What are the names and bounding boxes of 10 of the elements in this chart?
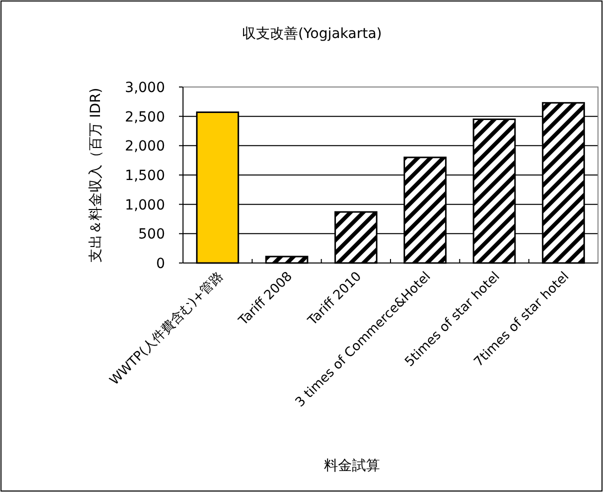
- y-tick-label: 3,000: [124, 80, 165, 96]
- y-tick-label: 1,500: [124, 168, 165, 184]
- y-axis-title: 支出＆料金収入（百万 IDR): [88, 88, 104, 262]
- y-tick-label: 1,000: [124, 197, 165, 214]
- y-tick-label: 2,000: [124, 138, 165, 155]
- x-axis-title: 料金試算: [324, 458, 380, 474]
- y-tick-label: 0: [156, 256, 165, 272]
- y-tick-label: 500: [138, 226, 165, 243]
- y-tick-label: 2,500: [124, 109, 165, 126]
- chart-title: 収支改善(Yogjakarta): [242, 25, 382, 42]
